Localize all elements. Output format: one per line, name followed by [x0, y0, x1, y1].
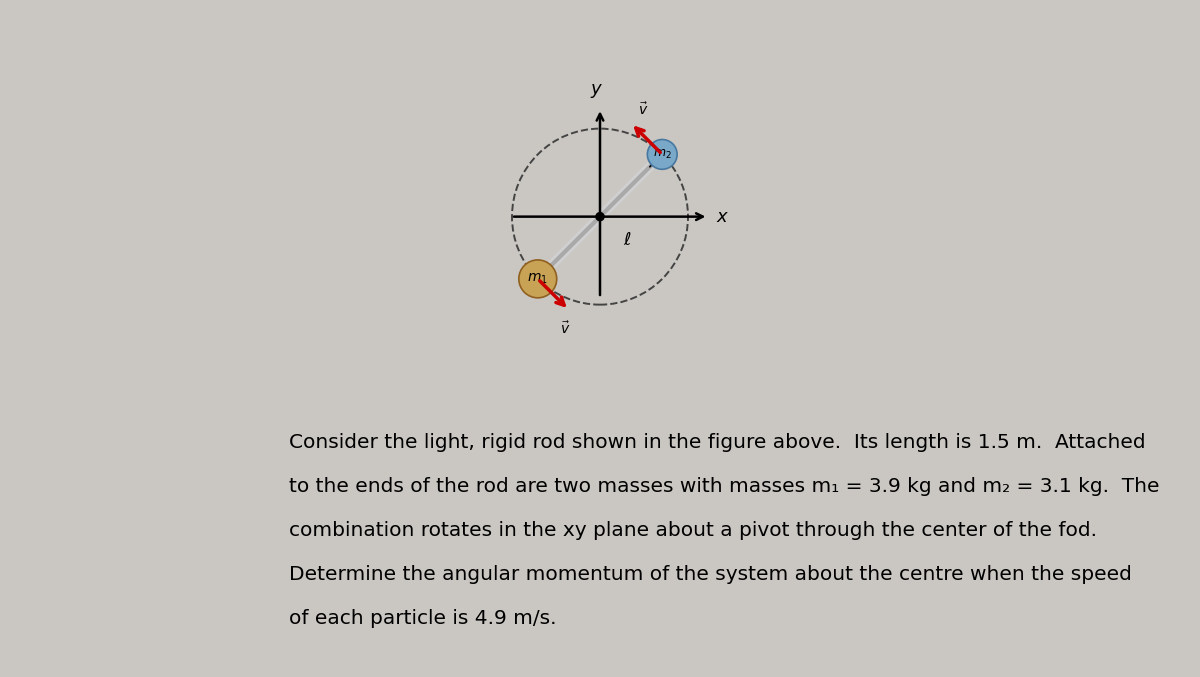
Text: $m_1$: $m_1$ — [527, 271, 548, 286]
Text: $m_2$: $m_2$ — [653, 148, 672, 161]
Circle shape — [596, 213, 604, 221]
Text: of each particle is 4.9 m/s.: of each particle is 4.9 m/s. — [288, 609, 556, 628]
Text: $x$: $x$ — [716, 208, 730, 225]
Text: $\vec{v}$: $\vec{v}$ — [560, 321, 571, 337]
Text: Determine the angular momentum of the system about the centre when the speed: Determine the angular momentum of the sy… — [288, 565, 1132, 584]
Text: Consider the light, rigid rod shown in the figure above.  Its length is 1.5 m.  : Consider the light, rigid rod shown in t… — [288, 433, 1145, 452]
Text: $\vec{v}$: $\vec{v}$ — [638, 102, 648, 118]
Text: to the ends of the rod are two masses with masses m₁ = 3.9 kg and m₂ = 3.1 kg.  : to the ends of the rod are two masses wi… — [288, 477, 1159, 496]
Circle shape — [647, 139, 677, 169]
Text: $\ell$: $\ell$ — [623, 232, 631, 249]
Circle shape — [518, 260, 557, 298]
Text: combination rotates in the xy plane about a pivot through the center of the fod.: combination rotates in the xy plane abou… — [288, 521, 1097, 540]
Text: $y$: $y$ — [590, 82, 604, 100]
